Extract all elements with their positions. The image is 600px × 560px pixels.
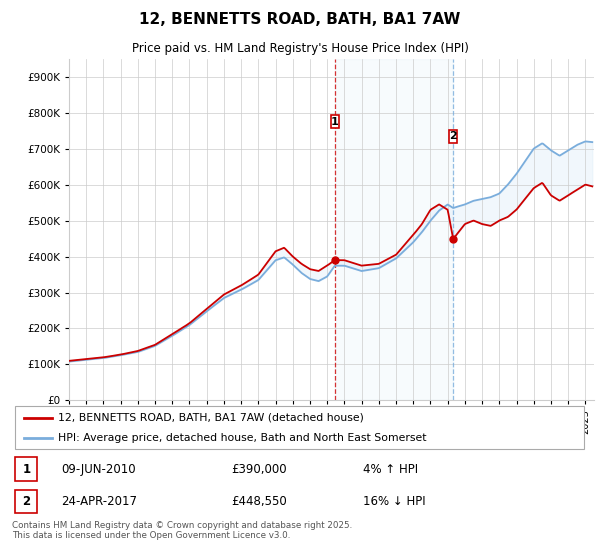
Text: 12, BENNETTS ROAD, BATH, BA1 7AW (detached house): 12, BENNETTS ROAD, BATH, BA1 7AW (detach… <box>58 413 364 423</box>
Text: 24-APR-2017: 24-APR-2017 <box>61 494 137 508</box>
Text: Price paid vs. HM Land Registry's House Price Index (HPI): Price paid vs. HM Land Registry's House … <box>131 43 469 55</box>
Text: 1: 1 <box>331 116 338 127</box>
Text: £390,000: £390,000 <box>231 463 287 475</box>
Text: Contains HM Land Registry data © Crown copyright and database right 2025.
This d: Contains HM Land Registry data © Crown c… <box>12 521 352 540</box>
Text: 1: 1 <box>22 463 31 475</box>
Text: 16% ↓ HPI: 16% ↓ HPI <box>364 494 426 508</box>
FancyBboxPatch shape <box>15 406 584 450</box>
FancyBboxPatch shape <box>16 489 37 513</box>
FancyBboxPatch shape <box>331 115 338 128</box>
FancyBboxPatch shape <box>449 129 457 143</box>
FancyBboxPatch shape <box>16 458 37 480</box>
Text: 2: 2 <box>22 494 31 508</box>
Text: 09-JUN-2010: 09-JUN-2010 <box>61 463 136 475</box>
Text: 2: 2 <box>449 131 457 141</box>
Bar <box>335 59 453 400</box>
Text: HPI: Average price, detached house, Bath and North East Somerset: HPI: Average price, detached house, Bath… <box>58 433 427 443</box>
Text: 4% ↑ HPI: 4% ↑ HPI <box>364 463 418 475</box>
Text: £448,550: £448,550 <box>231 494 287 508</box>
Text: 12, BENNETTS ROAD, BATH, BA1 7AW: 12, BENNETTS ROAD, BATH, BA1 7AW <box>139 12 461 27</box>
